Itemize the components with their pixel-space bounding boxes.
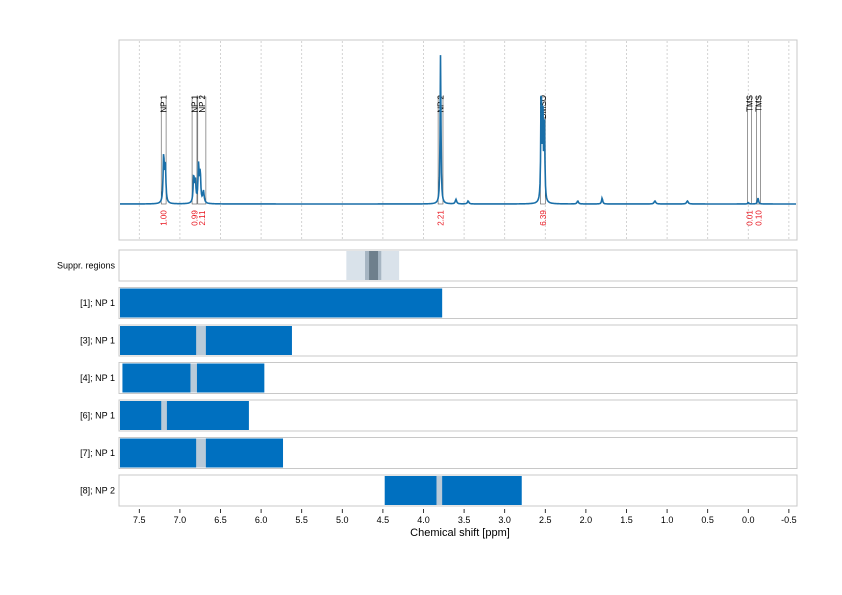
region-bar-gap [436, 476, 443, 505]
region-row-label: [1]; NP 1 [80, 298, 115, 308]
spectrum-frame [118, 39, 798, 241]
x-tick-label: 3.0 [498, 515, 511, 525]
x-tick-label: -0.5 [781, 515, 797, 525]
x-tick-label: 2.0 [580, 515, 593, 525]
x-axis: 7.5 7.0 6.5 6.0 5.5 5.0 4.5 4.0 3.5 3.0 2.5 2.0 1.5 1… [133, 509, 797, 525]
x-tick-label: 7.0 [174, 515, 187, 525]
peak-annotation-box [747, 96, 752, 205]
peak-integral-label: 6.39 [539, 210, 548, 226]
x-tick-label: 6.5 [214, 515, 227, 525]
peak-annotation-box [756, 96, 761, 205]
region-row-label: [7]; NP 1 [80, 448, 115, 458]
x-tick-label: 0.0 [742, 515, 755, 525]
x-tick-label: 1.5 [620, 515, 633, 525]
peak-integral-label: 2.21 [437, 210, 446, 226]
region-bar-gap [196, 326, 206, 355]
peak-annotation-label: NP 1 [191, 94, 200, 112]
region-bar [120, 288, 443, 318]
x-tick-label: 1.0 [661, 515, 674, 525]
peak-integral-label: 1.00 [160, 210, 169, 226]
x-tick-label: 2.5 [539, 515, 552, 525]
x-tick-label: 4.5 [377, 515, 390, 525]
suppression-band [369, 251, 379, 280]
x-tick-label: 0.5 [701, 515, 714, 525]
region-row-label: [4]; NP 1 [80, 373, 115, 383]
x-axis-title: Chemical shift [ppm] [410, 527, 510, 539]
region-row-label: [3]; NP 1 [80, 336, 115, 346]
peak-annotation-box [160, 96, 167, 205]
x-tick-label: 5.0 [336, 515, 349, 525]
peak-annotation-label: TMS [745, 95, 754, 112]
peak-annotation-label: TMS [754, 95, 763, 112]
peak-annotation-box [197, 96, 207, 205]
x-tick-label: 6.0 [255, 515, 268, 525]
peak-integral-label: 0.99 [191, 210, 200, 226]
x-tick-label: 7.5 [133, 515, 146, 525]
spectrum-line [120, 55, 796, 205]
peak-annotation-label: NP 2 [198, 94, 207, 112]
peak-annotation-box [191, 96, 198, 205]
x-tick-label: 5.5 [295, 515, 308, 525]
region-row-frame [118, 249, 798, 282]
region-row-label: [6]; NP 1 [80, 411, 115, 421]
peak-integral-label: 2.11 [198, 210, 207, 226]
region-bar [384, 476, 522, 505]
x-tick-label: 3.5 [458, 515, 471, 525]
region-bar-gap [196, 438, 206, 468]
region-bar-gap [190, 363, 197, 393]
region-bar [120, 401, 249, 430]
region-bar [120, 326, 292, 355]
region-bar-gap [161, 401, 167, 430]
x-tick-label: 4.0 [417, 515, 430, 525]
suppression-row-label: Suppr. regions [57, 261, 116, 271]
peak-integral-label: 0.01 [745, 210, 754, 226]
peak-integral-label: 0.10 [754, 210, 763, 226]
region-row-label: [8]; NP 2 [80, 486, 115, 496]
peak-annotation-label: NP 1 [160, 94, 169, 112]
region-rows-panel: Suppr. regions [1]; NP 1 [3]; NP 1 [4]; NP … [57, 249, 798, 507]
